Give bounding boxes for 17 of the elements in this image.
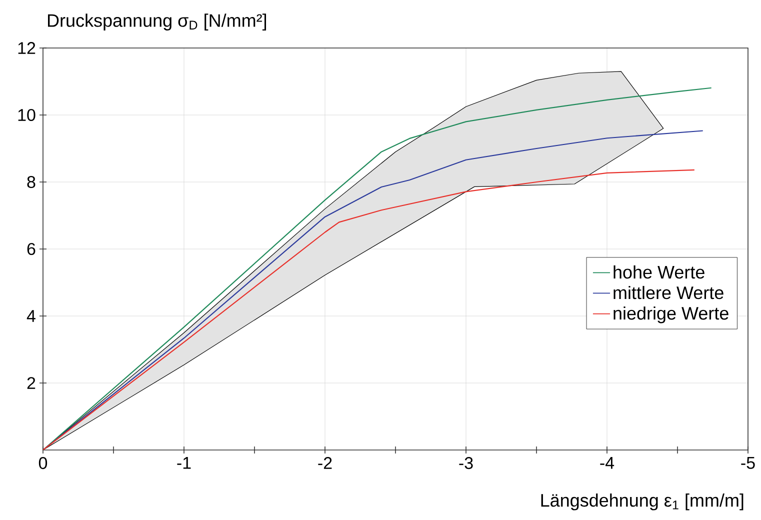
legend-label: mittlere Werte <box>614 286 724 300</box>
x-tick-label: -3 <box>459 457 473 470</box>
y-tick-label: 4 <box>26 310 36 322</box>
y-tick-label: 6 <box>27 242 36 256</box>
x-axis-title: Längsdehnung ε$_{1}$ [mm/m] <box>541 494 744 510</box>
y-tick-label: 8 <box>27 176 36 188</box>
legend-label: niedrige Werte <box>614 306 728 324</box>
x-tick-label: 0 <box>38 457 48 470</box>
x-tick-label: -5 <box>741 457 755 469</box>
x-tick-label: -1 <box>177 457 191 469</box>
y-axis-title: Druckspannung σ$_{D}$ [N/mm²] <box>48 14 266 30</box>
y-tick-label: 12 <box>18 42 36 54</box>
y-tick-label: 2 <box>27 377 36 389</box>
x-tick-label: -2 <box>318 457 332 469</box>
legend-label: hohe Werte <box>614 265 704 279</box>
y-tick-label: 10 <box>18 108 36 122</box>
x-tick-label: -4 <box>600 457 614 469</box>
